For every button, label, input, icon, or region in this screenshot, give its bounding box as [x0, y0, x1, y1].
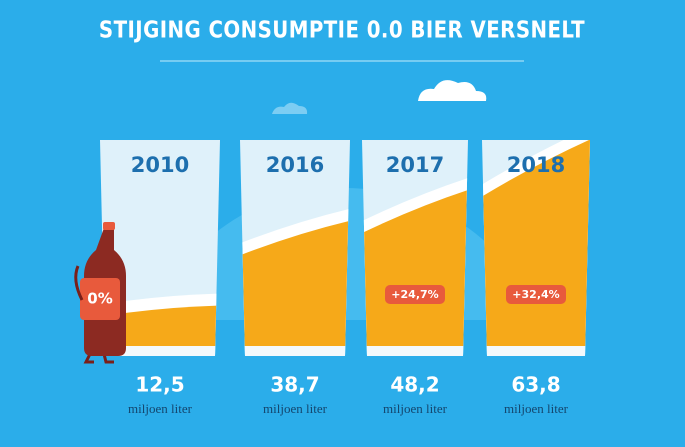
year-label: 2016 — [266, 153, 324, 177]
beer — [362, 190, 468, 346]
growth-label: +32,4% — [512, 288, 559, 301]
value-label: 12,5 — [135, 373, 184, 397]
beer — [240, 220, 350, 346]
unit-label: miljoen liter — [263, 401, 328, 416]
bottle-leg — [83, 353, 94, 364]
glass-base — [240, 346, 350, 356]
unit-label: miljoen liter — [383, 401, 448, 416]
year-label: 2017 — [386, 153, 444, 177]
growth-badge — [506, 285, 566, 304]
bottle-cap — [103, 222, 115, 230]
beer — [100, 305, 220, 346]
bottle-label — [80, 278, 120, 320]
glass-base — [100, 346, 220, 356]
cloud — [418, 80, 487, 101]
chart-title: STIJGING CONSUMPTIE 0.0 BIER VERSNELT — [99, 17, 585, 44]
year-label: 2010 — [131, 153, 189, 177]
value-label: 38,7 — [270, 373, 319, 397]
bottle: 0% — [74, 222, 126, 364]
year-label: 2018 — [507, 153, 565, 177]
glass-content — [240, 208, 350, 356]
bottle-leg — [102, 353, 114, 364]
glass-content — [362, 178, 468, 356]
glass-base — [362, 346, 468, 356]
cloud — [272, 102, 308, 114]
value-label: 63,8 — [511, 373, 560, 397]
unit-label: miljoen liter — [504, 401, 569, 416]
glass-base — [482, 346, 590, 356]
unit-label: miljoen liter — [128, 401, 193, 416]
growth-badge — [385, 285, 445, 304]
glass-content — [100, 293, 220, 356]
bottle-arm — [74, 265, 84, 301]
bottle-label-text: 0% — [87, 290, 112, 308]
growth-label: +24,7% — [391, 288, 438, 301]
value-label: 48,2 — [390, 373, 439, 397]
